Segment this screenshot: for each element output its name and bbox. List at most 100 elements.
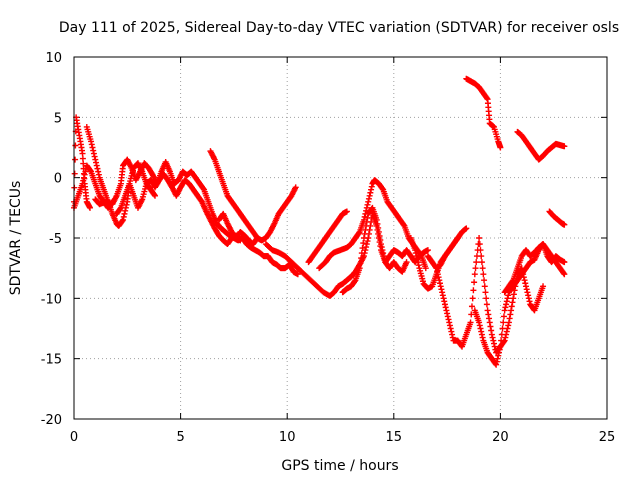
data-point — [504, 295, 511, 302]
y-tick-label: 5 — [54, 111, 62, 126]
data-point — [489, 334, 496, 341]
data-point — [80, 177, 87, 184]
data-point — [93, 159, 100, 166]
data-point — [561, 221, 568, 228]
data-point — [412, 247, 419, 254]
data-point — [292, 184, 299, 191]
data-point — [400, 221, 407, 228]
data-point — [414, 256, 421, 263]
data-point — [294, 271, 301, 278]
data-point — [493, 361, 500, 368]
data-point — [363, 218, 370, 225]
data-point — [117, 205, 124, 212]
data-point — [476, 241, 483, 248]
data-point — [91, 153, 98, 160]
data-point — [378, 244, 385, 251]
data-point — [523, 286, 530, 293]
data-point — [86, 204, 93, 211]
data-point — [90, 147, 97, 154]
x-axis-title: GPS time / hours — [281, 458, 398, 474]
data-point — [445, 316, 452, 323]
data-point — [364, 214, 371, 221]
data-point — [88, 141, 95, 148]
data-point — [89, 144, 96, 151]
data-point — [499, 325, 506, 332]
data-point — [501, 307, 508, 314]
data-point — [478, 259, 485, 266]
data-point — [92, 156, 99, 163]
data-point — [479, 265, 486, 272]
data-point — [88, 138, 95, 145]
data-point — [478, 328, 485, 335]
data-point — [561, 143, 568, 150]
data-point — [87, 167, 94, 174]
x-tick-label: 5 — [176, 430, 184, 445]
data-point — [540, 283, 547, 290]
data-point — [363, 222, 370, 229]
data-point — [449, 334, 456, 341]
data-point — [498, 337, 505, 344]
data-point — [483, 301, 490, 308]
data-point — [444, 310, 451, 317]
data-point — [433, 265, 440, 272]
y-axis-title: SDTVAR / TECUs — [8, 181, 24, 296]
data-point — [424, 247, 431, 254]
data-point — [343, 208, 350, 215]
data-point — [509, 299, 516, 306]
data-point — [446, 322, 453, 329]
data-point — [488, 327, 495, 334]
data-point — [497, 144, 504, 151]
x-tick-label: 20 — [492, 430, 509, 445]
data-point — [366, 192, 373, 199]
data-point — [454, 235, 461, 241]
data-point — [95, 168, 102, 175]
data-point — [90, 150, 97, 157]
data-point — [440, 295, 447, 302]
data-point — [491, 343, 498, 350]
data-point — [503, 301, 510, 308]
data-point — [434, 271, 441, 278]
data-point — [495, 349, 502, 356]
x-tick-label: 10 — [279, 430, 296, 445]
data-point — [378, 241, 385, 248]
data-point — [447, 325, 454, 332]
data-point — [502, 304, 509, 311]
data-point — [441, 298, 448, 305]
data-point — [375, 228, 382, 235]
data-point — [502, 334, 509, 341]
axis-ticks: 0 5 10 15 20 25 -20 -15 -10 -5 0 5 10 — [41, 51, 616, 445]
data-point — [355, 229, 362, 236]
x-tick-label: 25 — [599, 430, 616, 445]
data-point — [508, 303, 515, 310]
data-point — [360, 240, 367, 247]
data-point — [364, 238, 371, 245]
data-point — [500, 313, 507, 320]
data-point — [361, 213, 368, 220]
data-point — [449, 331, 456, 338]
data-point — [477, 325, 484, 332]
data-point — [454, 236, 461, 243]
data-marks — [71, 75, 568, 368]
data-point — [510, 291, 517, 298]
data-point — [481, 277, 488, 284]
data-point — [365, 198, 372, 205]
data-point — [496, 346, 503, 353]
data-point — [377, 237, 384, 244]
data-point — [443, 307, 450, 314]
data-point — [561, 271, 568, 278]
data-point — [152, 192, 159, 199]
data-point — [436, 280, 443, 287]
data-point — [380, 253, 387, 260]
data-point — [403, 259, 410, 266]
data-point — [506, 315, 513, 322]
data-point — [478, 253, 485, 260]
data-point — [358, 255, 365, 262]
data-point — [503, 328, 510, 335]
data-point — [522, 283, 529, 290]
data-point — [500, 319, 507, 326]
y-tick-label: 10 — [45, 51, 62, 66]
data-point — [237, 237, 244, 244]
data-point — [525, 295, 532, 302]
data-point — [508, 307, 515, 314]
